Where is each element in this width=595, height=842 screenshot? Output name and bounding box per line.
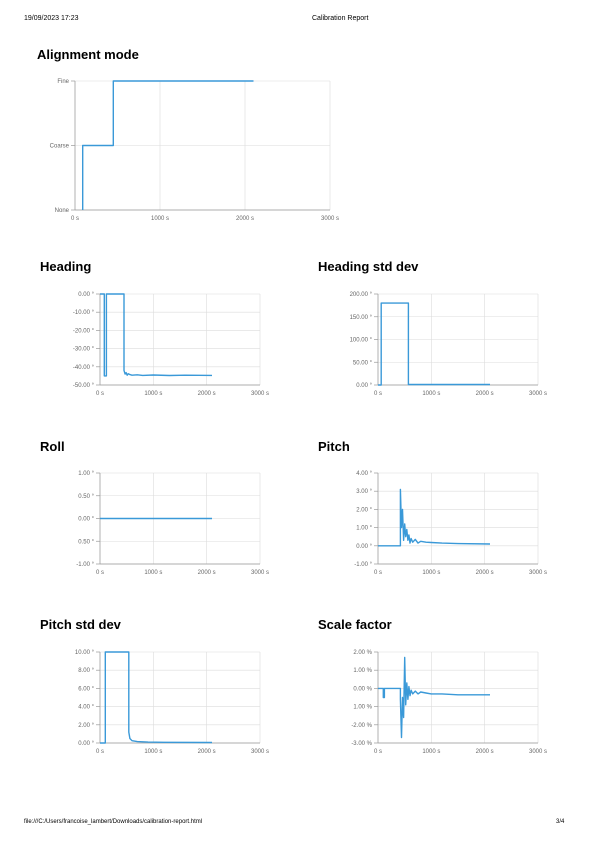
- y-tick-label: Coarse: [50, 144, 70, 150]
- y-tick-label: 150.00 °: [350, 315, 373, 321]
- y-tick-label: -2.00 %: [351, 723, 372, 729]
- y-tick-label: 4.00 °: [78, 705, 94, 711]
- x-tick-label: 3000 s: [529, 391, 547, 397]
- x-tick-label: 0 s: [71, 216, 79, 222]
- chart-title-roll: Roll: [40, 439, 65, 454]
- x-tick-label: 1000 s: [422, 749, 440, 755]
- y-tick-label: 0.00 °: [78, 517, 94, 523]
- x-tick-label: 3000 s: [529, 749, 547, 755]
- y-tick-label: -40.00 °: [73, 365, 95, 371]
- y-tick-label: 10.00 °: [75, 650, 95, 656]
- y-tick-label: 0.50 °: [78, 539, 94, 545]
- y-tick-label: 100.00 °: [350, 338, 373, 344]
- y-tick-label: -30.00 °: [73, 347, 95, 353]
- y-tick-label: 1.00 %: [353, 668, 372, 674]
- y-tick-label: -20.00 °: [73, 328, 95, 334]
- x-tick-label: 1000 s: [422, 391, 440, 397]
- x-tick-label: 3000 s: [251, 749, 269, 755]
- y-tick-label: 0.50 °: [78, 494, 94, 500]
- x-tick-label: 0 s: [96, 570, 104, 576]
- y-tick-label: 2.00 %: [353, 650, 372, 656]
- x-tick-label: 2000 s: [476, 749, 494, 755]
- x-tick-label: 0 s: [96, 749, 104, 755]
- y-tick-label: Fine: [57, 79, 69, 85]
- series-line: [378, 302, 490, 386]
- footer-path: file:///C:/Users/francoise_lambert/Downl…: [24, 819, 203, 825]
- x-tick-label: 2000 s: [476, 391, 494, 397]
- header-title: Calibration Report: [312, 15, 369, 22]
- x-tick-label: 3000 s: [251, 391, 269, 397]
- x-tick-label: 2000 s: [476, 570, 494, 576]
- y-tick-label: -3.00 %: [351, 741, 372, 747]
- series-line: [100, 651, 213, 744]
- chart-title-scale: Scale factor: [318, 617, 392, 632]
- y-tick-label: 0.00 %: [353, 686, 372, 692]
- x-tick-label: 3000 s: [321, 216, 339, 222]
- y-tick-label: 1.00 %: [353, 705, 372, 711]
- series-line: [378, 488, 491, 547]
- x-tick-label: 1000 s: [144, 749, 162, 755]
- x-tick-label: 2000 s: [236, 216, 254, 222]
- x-tick-label: 1000 s: [151, 216, 169, 222]
- x-tick-label: 0 s: [96, 391, 104, 397]
- chart-title-heading-std: Heading std dev: [318, 259, 419, 274]
- y-tick-label: 2.00 °: [78, 723, 94, 729]
- series-line: [81, 80, 254, 210]
- y-tick-label: 0.00 °: [78, 292, 94, 298]
- y-tick-label: -1.00 °: [76, 562, 94, 568]
- y-tick-label: 50.00 °: [353, 360, 373, 366]
- y-tick-label: 0.00 °: [356, 544, 372, 550]
- footer-page: 3/4: [556, 819, 565, 825]
- chart-title-pitch-std: Pitch std dev: [40, 617, 121, 632]
- y-tick-label: 200.00 °: [350, 292, 373, 298]
- series-line: [378, 656, 490, 739]
- y-tick-label: 1.00 °: [356, 526, 372, 532]
- x-tick-label: 0 s: [374, 570, 382, 576]
- y-tick-label: 0.00 °: [356, 383, 372, 389]
- y-tick-label: 2.00 °: [356, 507, 372, 513]
- x-tick-label: 2000 s: [198, 570, 216, 576]
- y-tick-label: 6.00 °: [78, 686, 94, 692]
- chart-title-heading: Heading: [40, 259, 92, 274]
- x-tick-label: 1000 s: [144, 570, 162, 576]
- y-tick-label: 0.00 °: [78, 741, 94, 747]
- x-tick-label: 0 s: [374, 391, 382, 397]
- x-tick-label: 1000 s: [144, 391, 162, 397]
- x-tick-label: 3000 s: [251, 570, 269, 576]
- y-tick-label: -50.00 °: [73, 383, 95, 389]
- y-tick-label: 3.00 °: [356, 489, 372, 495]
- x-tick-label: 2000 s: [198, 391, 216, 397]
- y-tick-label: 8.00 °: [78, 668, 94, 674]
- header-datetime: 19/09/2023 17:23: [24, 15, 79, 22]
- y-tick-label: -1.00 °: [354, 562, 372, 568]
- chart-title-alignment: Alignment mode: [37, 47, 139, 62]
- y-tick-label: None: [55, 208, 70, 214]
- x-tick-label: 2000 s: [198, 749, 216, 755]
- y-tick-label: 4.00 °: [356, 471, 372, 477]
- y-tick-label: 1.00 °: [78, 471, 94, 477]
- series-line: [100, 293, 213, 377]
- x-tick-label: 1000 s: [422, 570, 440, 576]
- x-tick-label: 0 s: [374, 749, 382, 755]
- y-tick-label: -10.00 °: [73, 310, 95, 316]
- x-tick-label: 3000 s: [529, 570, 547, 576]
- chart-title-pitch: Pitch: [318, 439, 350, 454]
